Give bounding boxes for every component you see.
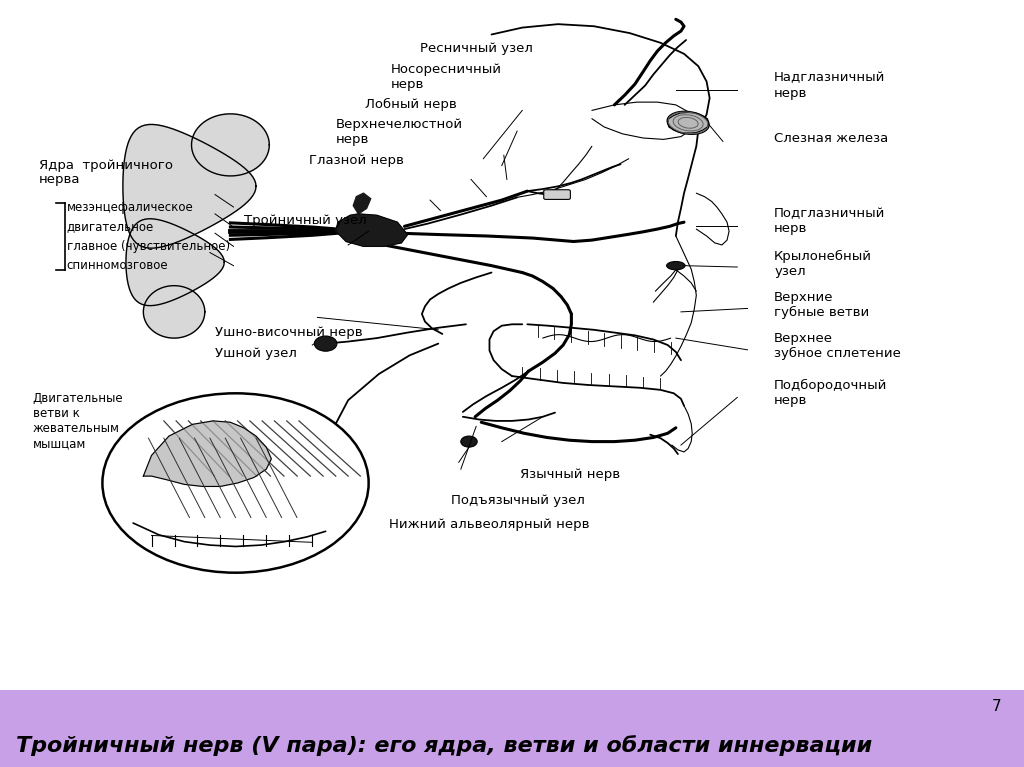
Text: Нижний альвеолярный нерв: Нижний альвеолярный нерв <box>389 518 590 531</box>
Polygon shape <box>123 124 256 248</box>
Text: Слезная железа: Слезная железа <box>774 131 889 144</box>
Text: Носоресничный
нерв: Носоресничный нерв <box>391 64 502 91</box>
Text: главное (чувствительное): главное (чувствительное) <box>67 240 229 253</box>
Text: Лобный нерв: Лобный нерв <box>365 98 457 111</box>
Text: Тройничный нерв (V пара): его ядра, ветви и области иннервации: Тройничный нерв (V пара): его ядра, ветв… <box>16 735 872 756</box>
Text: Ядра  тройничного
нерва: Ядра тройничного нерва <box>39 159 173 186</box>
Text: спинномозговое: спинномозговое <box>67 259 168 272</box>
Text: Глазной нерв: Глазной нерв <box>309 153 404 166</box>
Polygon shape <box>336 214 408 246</box>
Circle shape <box>314 336 337 351</box>
Polygon shape <box>353 193 371 214</box>
Ellipse shape <box>668 111 709 134</box>
Text: Верхнее
зубное сплетение: Верхнее зубное сплетение <box>774 332 901 360</box>
Text: Подглазничный
нерв: Подглазничный нерв <box>774 207 886 235</box>
Text: двигательное: двигательное <box>67 220 154 233</box>
Text: Ушной узел: Ушной узел <box>215 347 297 360</box>
Polygon shape <box>143 285 205 338</box>
Polygon shape <box>143 421 271 486</box>
Circle shape <box>461 436 477 447</box>
Text: 7: 7 <box>992 700 1001 714</box>
Text: Двигательные
ветви к
жевательным
мышцам: Двигательные ветви к жевательным мышцам <box>33 392 124 450</box>
Text: Крылонебный
узел: Крылонебный узел <box>774 249 872 278</box>
FancyBboxPatch shape <box>544 189 570 199</box>
Text: Тройничный узел: Тройничный узел <box>244 214 367 227</box>
Polygon shape <box>191 114 269 176</box>
Text: мезэнцефалическое: мезэнцефалическое <box>67 200 194 213</box>
Text: Верхние
губные ветви: Верхние губные ветви <box>774 291 869 319</box>
Text: Ресничный узел: Ресничный узел <box>420 41 532 54</box>
Text: Подъязычный узел: Подъязычный узел <box>451 495 585 508</box>
Text: Верхнечелюстной
нерв: Верхнечелюстной нерв <box>336 118 463 146</box>
Ellipse shape <box>667 262 685 270</box>
Ellipse shape <box>669 112 708 133</box>
Text: Язычный нерв: Язычный нерв <box>520 468 621 481</box>
Text: Ушно-височный нерв: Ушно-височный нерв <box>215 326 362 339</box>
Text: Подбородочный
нерв: Подбородочный нерв <box>774 379 888 407</box>
Text: Надглазничный
нерв: Надглазничный нерв <box>774 71 886 100</box>
Polygon shape <box>126 219 224 305</box>
Circle shape <box>102 393 369 573</box>
